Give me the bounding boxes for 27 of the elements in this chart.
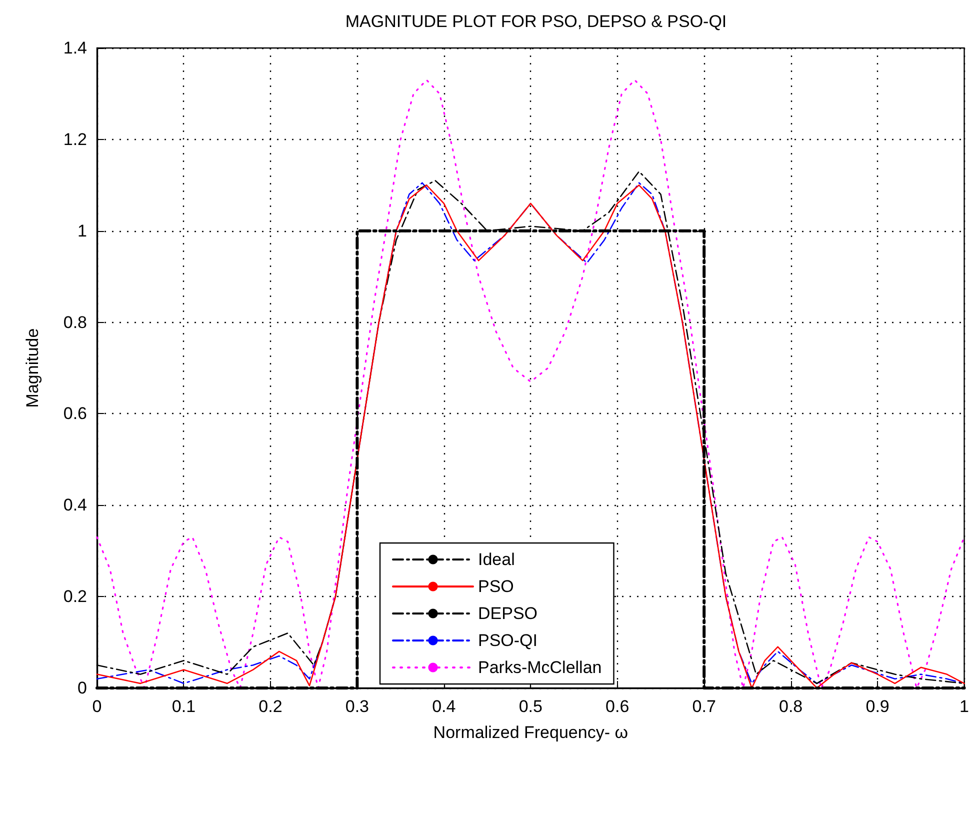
x-axis-title: Normalized Frequency- ω	[433, 723, 628, 742]
x-tick-label: 0.6	[606, 697, 630, 716]
x-tick-label: 0.5	[518, 697, 542, 716]
x-tick-label: 0.7	[692, 697, 716, 716]
x-tick-label: 0.8	[779, 697, 803, 716]
y-tick-label: 0.4	[63, 496, 87, 515]
x-tick-label: 0.1	[172, 697, 196, 716]
y-tick-label: 0	[78, 678, 87, 698]
y-tick-label: 0.6	[63, 404, 87, 424]
x-tick-label: 0.4	[432, 697, 456, 716]
legend-label: Ideal	[478, 550, 515, 569]
legend-label: Parks-McClellan	[478, 658, 602, 677]
x-tick-label: 0	[92, 697, 102, 716]
legend-label: PSO-QI	[478, 631, 538, 650]
chart-title: MAGNITUDE PLOT FOR PSO, DEPSO & PSO-QI	[345, 12, 727, 31]
y-tick-label: 1	[78, 221, 87, 240]
y-tick-label: 0.2	[63, 587, 87, 606]
x-tick-label: 0.2	[258, 697, 282, 716]
y-tick-label: 0.8	[63, 312, 87, 332]
y-axis-title: Magnitude	[23, 328, 42, 408]
x-tick-label: 0.3	[345, 697, 369, 716]
y-tick-label: 1.2	[63, 130, 87, 149]
y-tick-label: 1.4	[63, 38, 87, 58]
legend-label: DEPSO	[478, 604, 538, 623]
legend-label: PSO	[478, 577, 514, 596]
x-tick-label: 1	[960, 697, 970, 716]
x-tick-label: 0.9	[866, 697, 890, 716]
